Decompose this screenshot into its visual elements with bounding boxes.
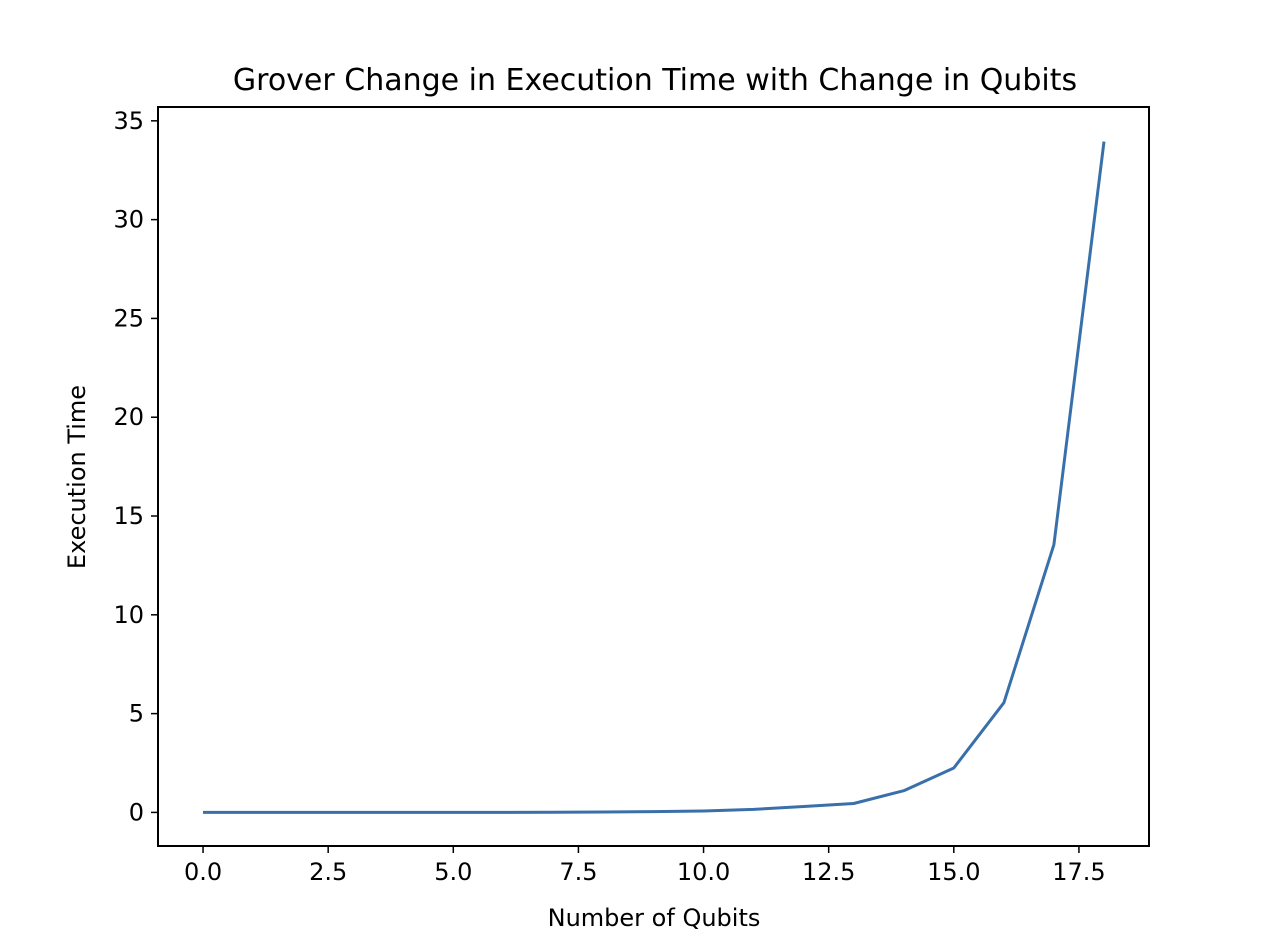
y-tick-label: 0 bbox=[129, 798, 144, 826]
x-tick-label: 12.5 bbox=[802, 858, 855, 886]
x-axis-ticks: 0.0 2.5 5.0 7.5 10.0 12.5 15.0 17.5 bbox=[184, 846, 1106, 886]
y-tick-label: 35 bbox=[113, 107, 144, 135]
series-layer bbox=[203, 141, 1106, 814]
chart-title: Grover Change in Execution Time with Cha… bbox=[233, 63, 1077, 98]
plot-frame bbox=[157, 106, 1150, 847]
x-tick-label: 0.0 bbox=[184, 858, 222, 886]
x-tick-label: 10.0 bbox=[677, 858, 730, 886]
x-axis-label: Number of Qubits bbox=[548, 904, 761, 932]
y-tick-label: 15 bbox=[113, 502, 144, 530]
x-tick-label: 5.0 bbox=[434, 858, 472, 886]
y-axis-label: Execution Time bbox=[63, 385, 91, 569]
x-tick-label: 15.0 bbox=[927, 858, 980, 886]
x-tick-label: 17.5 bbox=[1052, 858, 1105, 886]
y-tick-label: 20 bbox=[113, 403, 144, 431]
y-tick-label: 10 bbox=[113, 601, 144, 629]
y-axis-ticks: 0 5 10 15 20 25 30 35 bbox=[113, 107, 158, 826]
y-tick-label: 25 bbox=[113, 304, 144, 332]
x-tick-label: 2.5 bbox=[309, 858, 347, 886]
series-line bbox=[203, 141, 1106, 814]
x-tick-label: 7.5 bbox=[559, 858, 597, 886]
y-tick-label: 5 bbox=[129, 700, 144, 728]
y-tick-label: 30 bbox=[113, 206, 144, 234]
